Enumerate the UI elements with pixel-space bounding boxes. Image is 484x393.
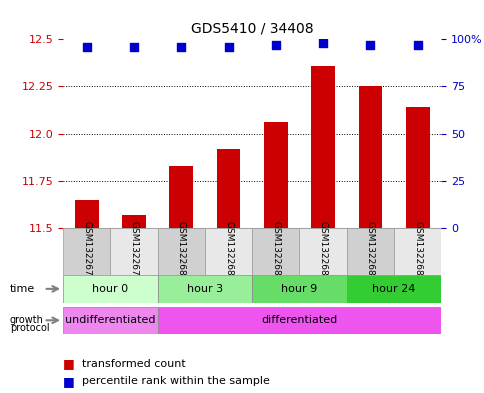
Bar [216, 149, 240, 228]
Title: GDS5410 / 34408: GDS5410 / 34408 [191, 21, 313, 35]
Bar [311, 66, 334, 228]
Point [318, 40, 326, 46]
Text: GSM1322679: GSM1322679 [129, 221, 138, 282]
FancyBboxPatch shape [157, 228, 204, 275]
Bar [358, 86, 381, 228]
FancyBboxPatch shape [63, 275, 157, 303]
Text: percentile rank within the sample: percentile rank within the sample [82, 376, 270, 386]
FancyBboxPatch shape [252, 228, 299, 275]
Point [272, 42, 279, 48]
Point [224, 44, 232, 50]
Text: GSM1322680: GSM1322680 [176, 221, 185, 282]
Text: hour 9: hour 9 [281, 284, 317, 294]
Text: hour 0: hour 0 [92, 284, 128, 294]
Text: GSM1322685: GSM1322685 [412, 221, 422, 282]
Text: transformed count: transformed count [82, 358, 186, 369]
Text: time: time [10, 284, 35, 294]
Point [83, 44, 91, 50]
Text: hour 24: hour 24 [372, 284, 415, 294]
Point [413, 42, 421, 48]
Text: growth: growth [10, 315, 44, 325]
Text: GSM1322683: GSM1322683 [318, 221, 327, 282]
Text: undifferentiated: undifferentiated [65, 315, 155, 325]
Text: hour 3: hour 3 [186, 284, 223, 294]
Text: GSM1322681: GSM1322681 [224, 221, 233, 282]
Text: GSM1322684: GSM1322684 [365, 221, 374, 282]
FancyBboxPatch shape [157, 307, 440, 334]
Text: GSM1322682: GSM1322682 [271, 221, 280, 282]
Text: ■: ■ [63, 357, 75, 370]
Point [366, 42, 374, 48]
FancyBboxPatch shape [63, 228, 110, 275]
Text: ■: ■ [63, 375, 75, 388]
FancyBboxPatch shape [299, 228, 346, 275]
FancyBboxPatch shape [63, 307, 157, 334]
Bar [75, 200, 98, 228]
FancyBboxPatch shape [204, 228, 252, 275]
Bar [263, 122, 287, 228]
FancyBboxPatch shape [393, 228, 440, 275]
Bar [122, 215, 146, 228]
FancyBboxPatch shape [157, 275, 252, 303]
Text: differentiated: differentiated [261, 315, 337, 325]
Text: protocol: protocol [10, 323, 49, 333]
FancyBboxPatch shape [346, 228, 393, 275]
FancyBboxPatch shape [252, 275, 346, 303]
FancyBboxPatch shape [346, 275, 440, 303]
FancyBboxPatch shape [110, 228, 157, 275]
Bar [405, 107, 429, 228]
Point [130, 44, 137, 50]
Text: GSM1322678: GSM1322678 [82, 221, 91, 282]
Bar [169, 166, 193, 228]
Point [177, 44, 185, 50]
